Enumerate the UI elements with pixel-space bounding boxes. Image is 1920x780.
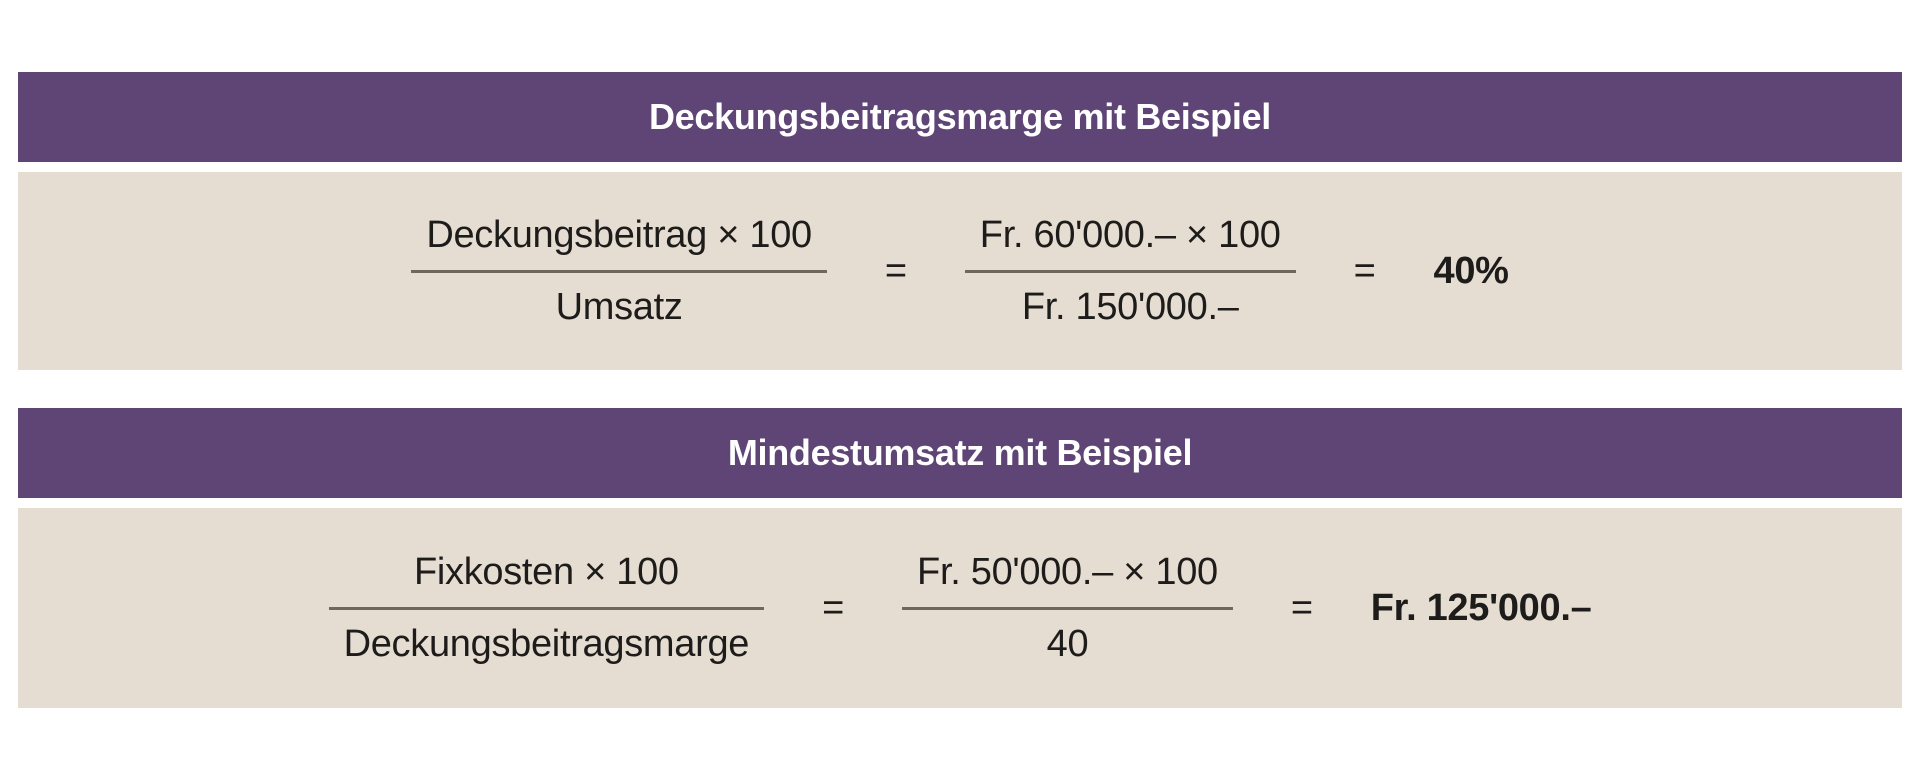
panel-header: Mindestumsatz mit Beispiel [18,408,1902,498]
equals-sign: = [1290,586,1313,629]
fraction-numerator: Fr. 50'000.– × 100 [917,550,1218,593]
formula-row: Fixkosten × 100 Deckungsbeitragsmarge = … [328,550,1592,666]
formula-result: Fr. 125'000.– [1370,586,1592,629]
fraction-numerator: Fr. 60'000.– × 100 [979,213,1281,256]
panel-body: Deckungsbeitrag × 100 Umsatz = Fr. 60'00… [18,172,1902,370]
panel-body: Fixkosten × 100 Deckungsbeitragsmarge = … [18,508,1902,708]
equals-sign: = [822,586,845,629]
formula-row: Deckungsbeitrag × 100 Umsatz = Fr. 60'00… [411,213,1509,329]
panel-deckungsbeitragsmarge: Deckungsbeitragsmarge mit Beispiel Decku… [18,0,1902,370]
panel-mindestumsatz: Mindestumsatz mit Beispiel Fixkosten × 1… [18,408,1902,708]
formula-result: 40% [1433,249,1509,292]
panel-title: Deckungsbeitragsmarge mit Beispiel [648,96,1271,137]
fraction-rule [328,606,765,610]
fraction-denominator: 40 [1046,622,1089,665]
fraction-numerator: Deckungsbeitrag × 100 [426,213,812,256]
fraction-denominator: Fr. 150'000.– [1021,285,1239,328]
fraction-example-values: Fr. 60'000.– × 100 Fr. 150'000.– [964,213,1296,329]
fraction-denominator: Deckungsbeitragsmarge [343,622,750,665]
fraction-numerator: Fixkosten × 100 [413,550,679,593]
fraction-rule [902,606,1233,610]
fraction-rule [964,269,1296,273]
fraction-generic-term: Deckungsbeitrag × 100 Umsatz [411,214,827,329]
equals-sign: = [884,249,907,292]
fraction-generic-term: Fixkosten × 100 Deckungsbeitragsmarge [328,550,765,666]
panel-title: Mindestumsatz mit Beispiel [727,432,1193,473]
panel-header: Deckungsbeitragsmarge mit Beispiel [18,72,1902,162]
fraction-denominator: Umsatz [555,285,683,328]
equals-sign: = [1353,249,1376,292]
fraction-example-values: Fr. 50'000.– × 100 40 [902,551,1233,666]
fraction-rule [411,269,827,273]
